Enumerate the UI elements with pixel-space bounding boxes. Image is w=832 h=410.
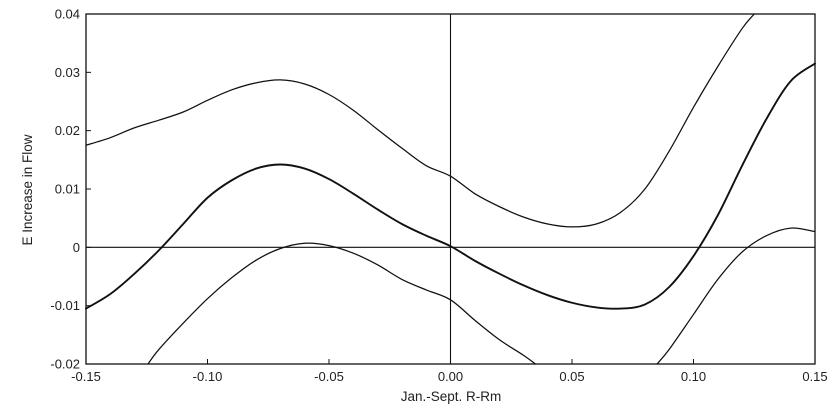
y-tick-label: 0.04	[55, 7, 80, 22]
x-tick-label: -0.10	[193, 369, 223, 384]
y-tick-label: 0	[73, 240, 80, 255]
x-tick-label: -0.15	[71, 369, 101, 384]
x-axis-label: Jan.-Sept. R-Rm	[401, 389, 502, 404]
series-layer	[85, 13, 816, 365]
series-line-lower-band	[147, 242, 537, 365]
y-tick-label: 0.02	[55, 123, 80, 138]
y-tick-label: -0.02	[50, 357, 80, 372]
series-line-upper-band	[85, 13, 755, 228]
y-tick-label: -0.01	[50, 298, 80, 313]
series-line-estimate	[85, 62, 816, 310]
x-tick-label: -0.05	[314, 369, 344, 384]
x-tick-label: 0.00	[438, 369, 463, 384]
axis-ticks	[85, 13, 816, 365]
x-tick-label: 0.15	[802, 369, 827, 384]
y-axis-label: E Increase in Flow	[20, 134, 35, 245]
y-tick-label: 0.01	[55, 182, 80, 197]
tick-labels: -0.15 -0.10 -0.05 0.00 0.05 0.10 0.15 -0.02 -0.0…	[50, 7, 827, 385]
y-tick-label: 0.03	[55, 65, 80, 80]
x-tick-label: 0.05	[559, 369, 584, 384]
x-tick-label: 0.10	[681, 369, 706, 384]
reference-lines	[86, 14, 815, 364]
series-line-lower-band	[656, 227, 816, 365]
